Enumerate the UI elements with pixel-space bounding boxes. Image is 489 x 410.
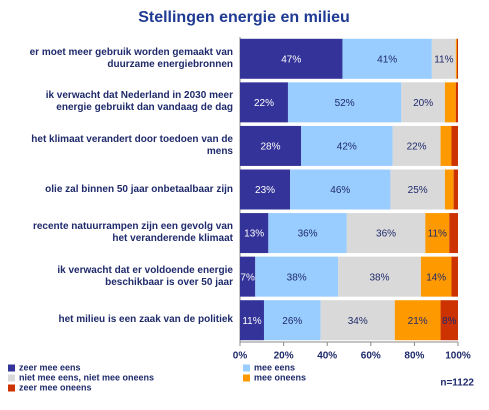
legend-swatch [8, 384, 15, 392]
bar-segment [240, 256, 256, 297]
bar-segment [425, 213, 450, 254]
data-label: 13% [244, 229, 264, 240]
bar-segment [240, 38, 343, 79]
data-label: 38% [370, 272, 390, 283]
bar-segment [338, 256, 421, 297]
data-label: 21% [408, 316, 428, 327]
bar-segment [342, 38, 432, 79]
data-label: 34% [348, 316, 368, 327]
bar-segment [420, 256, 452, 297]
chart-title: Stellingen energie en milieu [138, 9, 350, 26]
data-label: 8% [442, 316, 457, 327]
bar-segment [240, 300, 264, 341]
data-label: 52% [335, 98, 355, 109]
legend-swatch [243, 364, 250, 372]
bar-segment [451, 256, 458, 297]
x-tick-label: 0% [233, 351, 248, 362]
data-label: 11% [434, 54, 453, 65]
data-label: 7% [240, 272, 255, 283]
category-label: het milieu is een zaak van de politiek [58, 314, 233, 326]
x-tick-label: 60% [361, 351, 381, 362]
bar-segment [390, 169, 445, 210]
annotation: n=1122 [440, 378, 474, 389]
data-label: 38% [287, 272, 307, 283]
data-label: 14% [426, 272, 446, 283]
bar-segment [444, 169, 454, 210]
data-label: 22% [254, 98, 274, 109]
category-label: er moet meer gebruik worden gemaakt van … [29, 46, 233, 70]
category-label: ik verwacht dat er voldoende energie bes… [57, 264, 233, 288]
data-label: 46% [330, 185, 350, 196]
x-tick-label: 80% [404, 351, 424, 362]
data-label: 22% [407, 142, 427, 153]
data-label: 42% [337, 142, 357, 153]
data-label: 36% [376, 229, 396, 240]
legend-label: zeer mee eens [19, 362, 81, 372]
x-tick-label: 40% [317, 351, 337, 362]
bar-segment [240, 213, 269, 254]
bar-segment [240, 125, 302, 166]
category-label: recente natuurrampen zijn een gevolg van… [32, 221, 233, 245]
category-label: het klimaat verandert door toedoen van d… [31, 133, 233, 157]
bar-segment [455, 82, 458, 123]
bar-segment [240, 82, 288, 123]
bar-segment [320, 300, 395, 341]
bar-segment [453, 169, 458, 210]
bar-segment [444, 82, 456, 123]
bar-segment [290, 169, 391, 210]
bar-segment [268, 213, 347, 254]
legend-label: mee oneens [254, 372, 306, 382]
data-label: 11% [428, 229, 447, 240]
data-label: 47% [281, 54, 301, 65]
category-label: olie zal binnen 50 jaar onbetaalbaar zij… [45, 183, 233, 195]
bar-segment [451, 125, 458, 166]
legend-swatch [8, 364, 15, 372]
data-label: 20% [413, 98, 433, 109]
bar-segment [263, 300, 321, 341]
category-label: ik verwacht dat Nederland in 2030 meer e… [45, 90, 233, 114]
data-label: 41% [377, 54, 397, 65]
bar-segment [301, 125, 393, 166]
bar-segment [456, 38, 458, 79]
bar-segment [431, 38, 456, 79]
bar-segment [392, 125, 441, 166]
bar-segment [401, 82, 445, 123]
bar-segment [346, 213, 426, 254]
bar-segment [255, 256, 339, 297]
data-label: 25% [408, 185, 428, 196]
legend-swatch [8, 374, 15, 382]
data-label: 28% [261, 142, 281, 153]
x-tick-label: 20% [274, 351, 294, 362]
legend-label: mee eens [254, 362, 295, 372]
data-label: 11% [242, 316, 261, 327]
data-label: 36% [298, 229, 318, 240]
x-tick-label: 100% [445, 351, 471, 362]
bar-segment [394, 300, 441, 341]
bar-segment [440, 300, 458, 341]
bar-segment [449, 213, 458, 254]
data-label: 26% [282, 316, 302, 327]
data-label: 23% [255, 185, 275, 196]
legend-label: zeer mee oneens [19, 382, 92, 392]
legend-swatch [243, 374, 250, 382]
legend-label: niet mee eens, niet mee oneens [19, 372, 154, 382]
bar-segment [440, 125, 452, 166]
bar-segment [287, 82, 402, 123]
bar-segment [455, 38, 457, 79]
bar-segment [240, 169, 291, 210]
